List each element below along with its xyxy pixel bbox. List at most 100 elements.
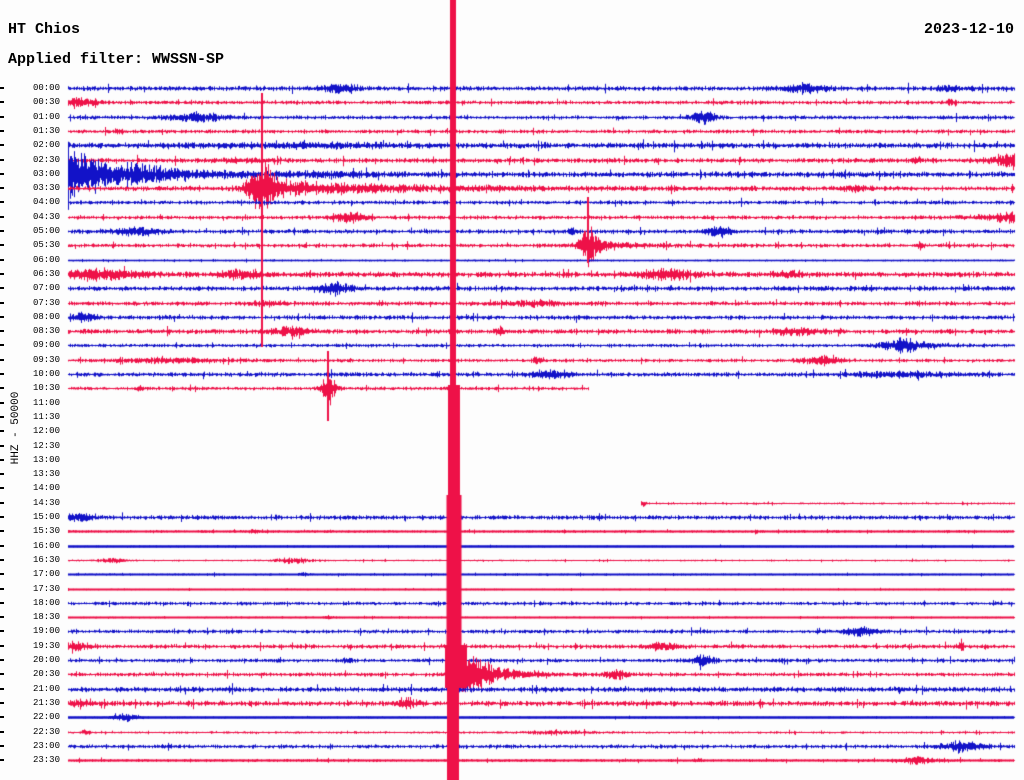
row-tick bbox=[0, 430, 4, 433]
time-label: 15:30 bbox=[32, 526, 60, 537]
row-tick bbox=[0, 644, 4, 647]
row-tick bbox=[0, 272, 4, 275]
row-tick bbox=[0, 516, 4, 518]
row-tick bbox=[0, 101, 4, 104]
row-tick bbox=[0, 187, 4, 190]
time-label: 14:00 bbox=[32, 483, 60, 494]
plot-date: 2023-12-10 bbox=[923, 21, 1014, 38]
time-label: 05:00 bbox=[32, 226, 60, 236]
row-tick bbox=[0, 544, 4, 547]
row-tick bbox=[0, 487, 4, 490]
row-tick bbox=[0, 287, 4, 290]
time-label: 17:30 bbox=[32, 583, 60, 594]
row-tick bbox=[0, 601, 4, 604]
row-tick bbox=[0, 744, 4, 747]
row-tick bbox=[0, 458, 4, 461]
row-tick bbox=[0, 759, 4, 762]
row-tick bbox=[0, 444, 4, 447]
row-tick bbox=[0, 415, 4, 418]
time-label: 20:00 bbox=[32, 655, 60, 665]
row-tick bbox=[0, 330, 4, 333]
time-label: 04:30 bbox=[32, 211, 60, 222]
time-label: 04:00 bbox=[32, 197, 60, 208]
time-label: 15:00 bbox=[32, 512, 60, 522]
row-tick bbox=[0, 129, 4, 132]
time-label: 03:00 bbox=[32, 168, 60, 179]
row-tick bbox=[0, 530, 4, 533]
time-label: 14:30 bbox=[32, 497, 60, 508]
row-tick bbox=[0, 501, 4, 504]
row-tick bbox=[0, 144, 4, 147]
time-label: 17:00 bbox=[32, 569, 60, 580]
row-tick bbox=[0, 244, 4, 247]
row-tick bbox=[0, 687, 4, 690]
time-label: 06:00 bbox=[32, 254, 60, 265]
row-tick bbox=[0, 387, 4, 390]
row-tick bbox=[0, 401, 4, 404]
row-tick bbox=[0, 201, 4, 204]
row-tick bbox=[0, 701, 4, 704]
time-label: 08:00 bbox=[32, 311, 60, 322]
row-tick bbox=[0, 315, 4, 318]
time-label: 07:30 bbox=[32, 297, 60, 308]
time-label: 00:00 bbox=[32, 83, 60, 93]
row-tick bbox=[0, 730, 4, 733]
time-label: 11:00 bbox=[32, 397, 60, 408]
time-label: 12:30 bbox=[32, 440, 60, 451]
time-label: 16:00 bbox=[32, 540, 60, 551]
row-tick bbox=[0, 344, 4, 347]
time-label: 16:30 bbox=[32, 554, 60, 565]
time-label: 09:30 bbox=[32, 354, 60, 365]
time-label: 13:30 bbox=[32, 469, 60, 480]
station-name: HT Chios bbox=[8, 21, 81, 38]
row-tick bbox=[0, 358, 4, 361]
row-tick bbox=[0, 172, 4, 175]
time-label: 06:30 bbox=[32, 268, 60, 279]
row-tick bbox=[0, 158, 4, 161]
time-label: 23:00 bbox=[32, 740, 60, 751]
time-label: 01:00 bbox=[32, 111, 60, 122]
time-label: 18:30 bbox=[32, 612, 60, 623]
row-tick bbox=[0, 258, 4, 261]
time-label: 11:30 bbox=[32, 411, 60, 422]
time-label: 22:00 bbox=[32, 712, 60, 723]
time-label: 05:30 bbox=[32, 240, 60, 251]
time-label: 03:30 bbox=[32, 183, 60, 194]
row-tick bbox=[0, 716, 4, 719]
row-tick bbox=[0, 373, 4, 375]
row-tick bbox=[0, 616, 4, 619]
time-label: 02:30 bbox=[32, 154, 60, 165]
time-label: 22:30 bbox=[32, 726, 60, 737]
time-label: 07:00 bbox=[32, 283, 60, 294]
time-label: 13:00 bbox=[32, 454, 60, 465]
row-tick bbox=[0, 230, 4, 232]
time-label: 01:30 bbox=[32, 125, 60, 136]
time-label: 19:30 bbox=[32, 640, 60, 651]
row-tick bbox=[0, 587, 4, 590]
time-label: 21:30 bbox=[32, 697, 60, 708]
row-tick bbox=[0, 558, 4, 561]
row-tick bbox=[0, 115, 4, 118]
row-tick bbox=[0, 673, 4, 676]
time-label: 12:00 bbox=[32, 426, 60, 437]
row-tick bbox=[0, 630, 4, 633]
time-label: 19:00 bbox=[32, 626, 60, 637]
y-axis-channel-scale-label: HHZ - 50000 bbox=[10, 391, 22, 465]
time-label: 02:00 bbox=[32, 140, 60, 151]
time-label: 08:30 bbox=[32, 326, 60, 337]
row-tick bbox=[0, 473, 4, 476]
time-label: 09:00 bbox=[32, 340, 60, 351]
time-label: 20:30 bbox=[32, 669, 60, 680]
time-label: 21:00 bbox=[32, 683, 60, 694]
time-label: 23:30 bbox=[32, 755, 60, 766]
row-tick bbox=[0, 659, 4, 661]
applied-filter-label: Applied filter: WWSSN-SP bbox=[8, 51, 225, 68]
time-label: 18:00 bbox=[32, 597, 60, 608]
time-label: 00:30 bbox=[32, 97, 60, 108]
time-label: 10:30 bbox=[32, 383, 60, 394]
row-tick bbox=[0, 87, 4, 89]
time-label: 10:00 bbox=[32, 369, 60, 379]
row-tick bbox=[0, 301, 4, 304]
